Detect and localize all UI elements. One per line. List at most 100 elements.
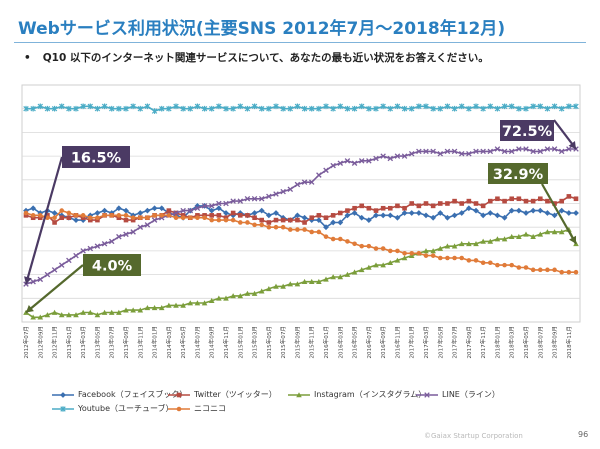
data-point (337, 274, 344, 280)
data-point (551, 212, 558, 219)
data-point (195, 215, 200, 221)
data-point (73, 105, 79, 112)
data-point (237, 210, 244, 216)
callout-label: 32.9% (493, 167, 544, 183)
data-point (544, 229, 551, 235)
data-point (209, 217, 215, 223)
data-point (330, 236, 336, 242)
legend-item-facebook: Facebook（フェイスブック） (52, 389, 187, 400)
data-point (23, 207, 29, 214)
data-point (173, 302, 179, 308)
data-point (508, 148, 515, 155)
legend-label: LINE（ライン） (442, 390, 500, 399)
data-point (530, 103, 536, 110)
data-point (95, 215, 100, 221)
data-point (94, 210, 101, 216)
data-point (487, 148, 494, 155)
data-point (123, 207, 129, 214)
data-point (408, 105, 415, 112)
data-point (230, 293, 236, 299)
data-point (194, 300, 201, 306)
data-point (66, 105, 72, 112)
series-line (23, 146, 579, 287)
data-point (144, 207, 151, 214)
x-tick-label: 2018年01月 (493, 326, 501, 359)
data-point (337, 210, 343, 216)
data-point (487, 103, 494, 110)
data-point (395, 248, 400, 254)
data-point (366, 105, 372, 112)
data-point (345, 208, 350, 213)
data-point (223, 200, 229, 207)
data-point (244, 105, 251, 112)
data-point (115, 205, 122, 212)
data-point (30, 314, 36, 320)
data-point (58, 262, 65, 268)
data-point (130, 229, 136, 235)
data-point (209, 213, 215, 218)
data-point (444, 243, 451, 249)
x-tick-label: 2014年05月 (179, 326, 187, 359)
data-point (516, 196, 522, 202)
data-point (151, 108, 158, 114)
data-point (230, 217, 236, 223)
survey-question: • Q10 以下のインターネット関連サービスについて、あなたの最も近い状況をお答え… (24, 50, 489, 65)
data-point (359, 203, 365, 209)
data-point (480, 212, 487, 219)
data-point (523, 146, 529, 152)
data-point (273, 217, 279, 223)
data-point (151, 205, 158, 212)
data-point (430, 105, 436, 112)
data-point (387, 205, 393, 211)
x-tick-label: 2013年07月 (108, 326, 116, 359)
data-point (330, 213, 336, 218)
x-tick-label: 2012年07月 (22, 326, 30, 359)
data-point (37, 210, 44, 216)
data-point (516, 233, 522, 239)
x-tick-label: 2015年03月 (251, 326, 259, 359)
data-point (423, 201, 429, 206)
data-point (187, 207, 194, 214)
data-point (344, 158, 351, 164)
data-point (316, 172, 322, 178)
x-tick-label: 2015年05月 (265, 326, 273, 359)
data-point (280, 283, 286, 289)
data-point (395, 203, 400, 209)
data-point (480, 260, 486, 266)
data-point (51, 267, 58, 273)
data-point (366, 205, 372, 211)
data-point (302, 220, 307, 225)
data-point (223, 295, 229, 301)
x-tick-label: 2014年03月 (165, 326, 173, 359)
data-point (545, 198, 550, 204)
data-point (130, 217, 136, 223)
data-point (444, 214, 451, 221)
data-point (108, 238, 115, 245)
data-point (137, 215, 143, 221)
data-point (409, 250, 415, 256)
data-point (552, 201, 557, 206)
data-point (551, 229, 558, 235)
data-point (466, 105, 472, 112)
data-point (144, 103, 151, 110)
data-point (416, 103, 422, 110)
x-tick-label: 2018年03月 (508, 326, 516, 359)
data-point (537, 196, 543, 202)
data-point (180, 215, 186, 221)
data-point (430, 253, 436, 258)
series-line (25, 195, 577, 224)
data-point (473, 258, 479, 263)
data-point (102, 213, 107, 218)
data-point (387, 212, 394, 219)
x-tick-label: 2017年11月 (479, 326, 487, 359)
data-point (294, 103, 301, 110)
data-point (402, 205, 407, 211)
data-point (273, 210, 279, 216)
data-point (60, 391, 66, 398)
data-point (516, 105, 522, 112)
data-point (559, 198, 565, 204)
data-point (59, 208, 65, 213)
data-point (194, 103, 201, 110)
x-tick-label: 2016年01月 (322, 326, 330, 359)
data-point (373, 262, 379, 268)
